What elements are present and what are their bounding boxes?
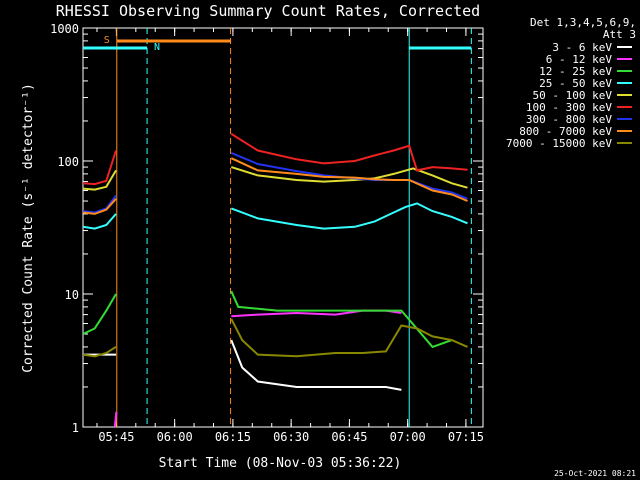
series-lines bbox=[82, 133, 468, 428]
vertical-markers bbox=[116, 28, 472, 427]
legend-header-line-1: Det 1,3,4,5,6,9, bbox=[530, 16, 636, 29]
saa-label: S bbox=[104, 35, 110, 46]
series-line bbox=[82, 346, 117, 358]
x-tick-label: 06:15 bbox=[215, 430, 251, 444]
x-tick-label: 05:45 bbox=[98, 430, 134, 444]
series-line bbox=[230, 339, 402, 391]
x-tick-label: 06:00 bbox=[157, 430, 193, 444]
legend-entry-label: 3 - 6 keV bbox=[552, 41, 612, 54]
series-line bbox=[82, 194, 117, 214]
series-line bbox=[230, 133, 468, 172]
night-label: N bbox=[154, 42, 160, 53]
legend-header-line-2: Att 3 bbox=[603, 28, 636, 41]
legend-entry-label: 800 - 7000 keV bbox=[519, 125, 612, 138]
y-tick-label: 100 bbox=[57, 155, 79, 169]
x-tick-label: 07:15 bbox=[448, 430, 484, 444]
date-stamp: 25-Oct-2021 08:21 bbox=[554, 469, 636, 478]
x-tick-label: 06:45 bbox=[331, 430, 367, 444]
series-line bbox=[82, 150, 117, 186]
y-tick-label: 1000 bbox=[50, 22, 79, 36]
series-line bbox=[82, 293, 117, 335]
series-line bbox=[230, 157, 468, 202]
legend-entry-label: 100 - 300 keV bbox=[526, 101, 612, 114]
x-axis-label: Start Time (08-Nov-03 05:36:22) bbox=[159, 456, 402, 471]
legend-entry-label: 25 - 50 keV bbox=[539, 77, 612, 90]
x-tick-label: 07:00 bbox=[390, 430, 426, 444]
series-line bbox=[113, 411, 118, 428]
legend-entry-label: 7000 - 15000 keV bbox=[506, 137, 612, 150]
legend-entry-label: 300 - 800 keV bbox=[526, 113, 612, 126]
y-tick-label: 1 bbox=[72, 421, 79, 435]
legend-entry-label: 12 - 25 keV bbox=[539, 65, 612, 78]
series-line bbox=[82, 198, 117, 215]
x-tick-label: 06:30 bbox=[273, 430, 309, 444]
y-axis-label: Corrected Count Rate (s⁻¹ detector⁻¹) bbox=[21, 83, 36, 373]
saa-night-bars: SN bbox=[83, 35, 472, 53]
series-line bbox=[82, 169, 117, 191]
series-line bbox=[230, 290, 453, 349]
legend-entry-label: 50 - 100 keV bbox=[533, 89, 613, 102]
legend-entry-label: 6 - 12 keV bbox=[546, 53, 613, 66]
series-line bbox=[230, 202, 468, 230]
axis-ticks: 05:45 06:00 06:15 06:30 06:45 07:00 07:15 1 10 10… bbox=[50, 22, 484, 444]
y-tick-label: 10 bbox=[65, 288, 79, 302]
chart-title: RHESSI Observing Summary Count Rates, Co… bbox=[56, 2, 480, 20]
series-line bbox=[230, 318, 468, 358]
series-line bbox=[82, 213, 117, 230]
